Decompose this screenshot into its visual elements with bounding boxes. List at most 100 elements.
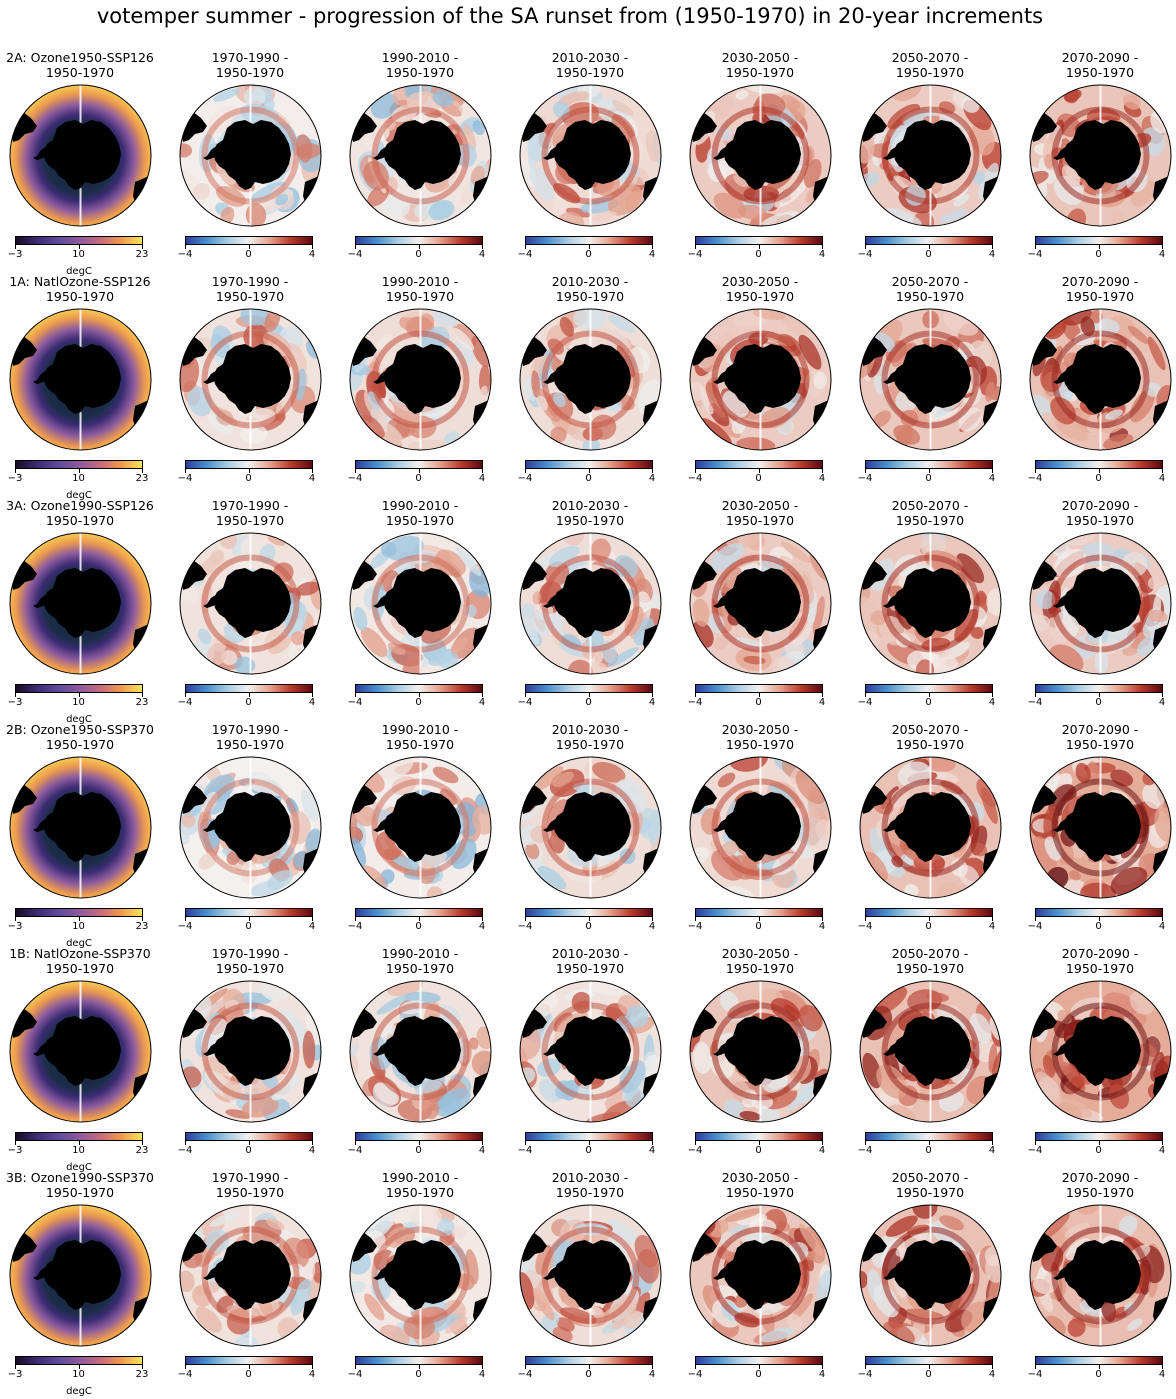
anomaly-patch <box>813 371 827 390</box>
anomaly-patch <box>953 193 970 207</box>
anomaly-patch <box>532 591 541 605</box>
colorbar-tick-label: 4 <box>988 249 996 260</box>
colorbar-tick-label: 4 <box>648 249 656 260</box>
colorbar-tick-label: −4 <box>177 1369 193 1380</box>
map-panel: 1A: NatlOzone-SSP126 1950-1970 −3 10 23 degC <box>5 274 155 501</box>
map-boundary <box>1029 1204 1172 1347</box>
colorbar-tick-label: 4 <box>1158 921 1166 932</box>
colorbar-tick <box>15 469 16 473</box>
anomaly-patch <box>592 211 617 222</box>
polar-map <box>1029 84 1172 227</box>
colorbar-unit-label: degC <box>66 1162 92 1173</box>
colorbar-tick-label: 4 <box>988 473 996 484</box>
colorbar-tick <box>418 469 420 473</box>
colorbar <box>15 460 143 469</box>
panel-title-line2: 1950-1970 <box>725 1185 795 1200</box>
colorbar-tick-label: 0 <box>415 1369 422 1380</box>
colorbar-tick-label: 10 <box>72 697 85 708</box>
anomaly-patch <box>760 1326 797 1343</box>
anomaly-patch <box>812 596 825 635</box>
panel-title-line2: 1950-1970 <box>385 289 455 304</box>
anomaly-patch <box>936 882 962 898</box>
panel-title-line1: 2030-2050 - <box>721 498 799 513</box>
anomaly-patch <box>520 138 532 174</box>
panel-title-line1: 2070-2090 - <box>1061 1170 1139 1185</box>
colorbar-tick <box>248 1141 250 1145</box>
polar-map <box>689 756 832 899</box>
map-boundary <box>859 980 1002 1123</box>
map-boundary <box>179 756 322 899</box>
antarctica-land <box>723 120 801 190</box>
colorbar-tick-label: 23 <box>135 921 149 932</box>
colorbar-unit-label: degC <box>66 938 92 949</box>
anomaly-patch <box>739 981 777 992</box>
anomaly-patch <box>206 645 227 665</box>
anomaly-patch <box>436 549 466 576</box>
map-panel: 1990-2010 -1950-1970 −4 0 4 <box>345 50 495 270</box>
antarctica-land <box>553 1240 631 1310</box>
panel-title-line1: 2B: Ozone1950-SSP370 <box>6 722 154 737</box>
map-boundary <box>349 532 492 675</box>
colorbar-tick-label: 10 <box>72 1369 85 1380</box>
colorbar-tick-label: 4 <box>988 697 996 708</box>
anomaly-patch <box>350 1053 359 1076</box>
colorbar-tick-label: 0 <box>925 1369 932 1380</box>
anomaly-patch <box>264 309 281 333</box>
colorbar-tick-label: −4 <box>347 1369 363 1380</box>
anomaly-patch <box>607 647 639 668</box>
anomaly-patch <box>1122 632 1149 656</box>
colorbar-tick-label: 4 <box>818 921 826 932</box>
map-panel: 1990-2010 -1950-1970 −4 0 4 <box>345 1170 495 1390</box>
colorbar-ticks: −4 0 4 <box>688 469 825 489</box>
panel-title-line1: 3B: Ozone1990-SSP370 <box>6 1170 154 1185</box>
colorbar-ticks: −4 0 4 <box>178 245 315 265</box>
colorbar-tick-label: 0 <box>585 1145 592 1156</box>
anomaly-patch <box>1035 1071 1062 1105</box>
colorbar-tick <box>142 693 143 697</box>
anomaly-patch <box>786 1085 817 1112</box>
colorbar-tick <box>1162 917 1163 921</box>
panel-title: 2070-2090 -1950-1970 <box>1015 498 1176 528</box>
antarctica-land <box>383 1016 461 1086</box>
anomaly-patch <box>805 806 821 846</box>
anomaly-patch <box>729 757 768 772</box>
colorbar <box>185 1356 313 1365</box>
colorbar <box>185 236 313 245</box>
panel-title-line2: 1950-1970 <box>555 513 625 528</box>
map-panel: 2010-2030 -1950-1970 −4 0 4 <box>515 50 665 270</box>
colorbar-tick <box>652 469 653 473</box>
anomaly-patch <box>350 837 367 867</box>
antarctic-peninsula-land <box>373 814 395 832</box>
anomaly-patch <box>1075 762 1091 784</box>
panel-title: 2050-2070 -1950-1970 <box>845 498 1015 528</box>
colorbar-ticks: −4 0 4 <box>348 1365 485 1385</box>
anomaly-patch <box>1035 590 1056 610</box>
colorbar-tick-label: 0 <box>245 249 252 260</box>
anomaly-patch <box>724 1208 762 1222</box>
colorbar-tick-label: 4 <box>478 249 486 260</box>
anomaly-patch <box>1031 614 1050 632</box>
polar-map <box>859 308 1002 451</box>
panel-title: 2010-2030 -1950-1970 <box>505 1170 675 1200</box>
map-panel: 2B: Ozone1950-SSP370 1950-1970 −3 10 23 degC <box>5 722 155 949</box>
antarctic-peninsula-land <box>883 814 905 832</box>
panel-title: 2070-2090 -1950-1970 <box>1015 946 1176 976</box>
map-boundary <box>859 1204 1002 1347</box>
polar-map <box>519 308 662 451</box>
map-boundary <box>1029 84 1172 227</box>
colorbar-tick <box>1035 1365 1036 1369</box>
anomaly-patch <box>450 636 468 654</box>
polar-map <box>179 980 322 1123</box>
map-panel: 1990-2010 -1950-1970 −4 0 4 <box>345 722 495 942</box>
anomaly-patch <box>537 865 567 890</box>
colorbar-tick <box>758 1141 760 1145</box>
panel-title-line2: 1950-1970 <box>895 65 965 80</box>
colorbar-tick <box>865 1365 866 1369</box>
map-panel: 2070-2090 -1950-1970 −4 0 4 <box>1025 50 1175 270</box>
colorbar-tick <box>992 1141 993 1145</box>
colorbar-tick <box>588 245 590 249</box>
colorbar <box>15 908 143 917</box>
antarctic-peninsula-land <box>713 590 735 608</box>
panel-title-line2: 1950-1970 <box>215 65 285 80</box>
anomaly-patch <box>234 1335 259 1346</box>
